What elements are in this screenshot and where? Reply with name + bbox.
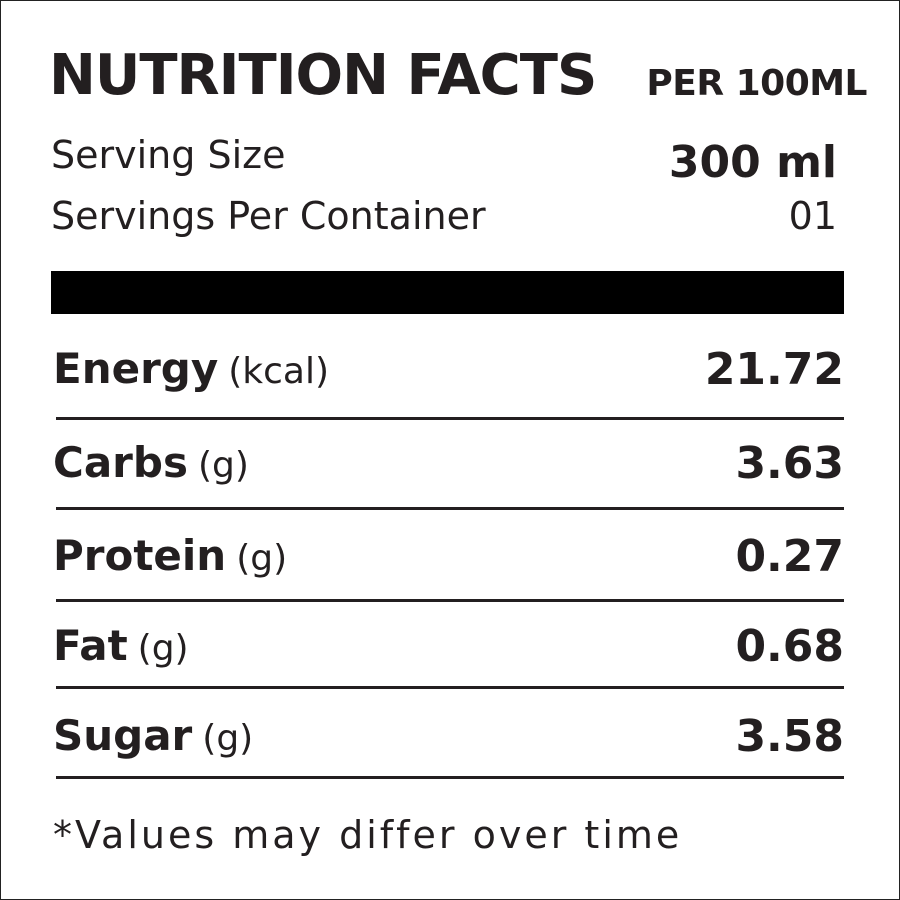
nutrient-row: Carbs (g) 3.63 — [53, 438, 844, 498]
row-rule — [56, 599, 844, 602]
nutrient-name: Protein — [53, 531, 227, 580]
divider-bar — [51, 271, 844, 314]
nutrient-row: Energy (kcal) 21.72 — [53, 344, 844, 404]
nutrient-row: Protein (g) 0.27 — [53, 531, 844, 591]
serving-label: Serving Size — [51, 133, 286, 177]
serving-label: Servings Per Container — [51, 194, 486, 238]
row-rule — [56, 417, 844, 420]
serving-value: 300 ml — [668, 137, 837, 188]
nutrient-value: 21.72 — [704, 344, 844, 395]
nutrient-name: Sugar — [53, 711, 193, 760]
row-rule — [56, 507, 844, 510]
serving-row: Serving Size 300 ml — [51, 133, 837, 188]
nutrient-unit: (g) — [202, 718, 254, 759]
nutrient-unit: (g) — [137, 628, 189, 669]
nutrient-name: Carbs — [53, 438, 188, 487]
row-rule — [56, 776, 844, 779]
nutrient-name: Energy — [53, 344, 219, 393]
nutrient-row: Sugar (g) 3.58 — [53, 711, 844, 771]
nutrient-unit: (kcal) — [228, 351, 330, 392]
nutrient-value: 3.58 — [735, 711, 844, 762]
footnote: *Values may differ over time — [53, 813, 683, 857]
serving-value: 01 — [788, 194, 837, 238]
nutrient-unit: (g) — [236, 538, 288, 579]
nutrient-value: 0.27 — [735, 531, 844, 582]
serving-row: Servings Per Container 01 — [51, 194, 837, 244]
nutrient-value: 3.63 — [735, 438, 844, 489]
subtitle: PER 100ML — [646, 63, 867, 104]
row-rule — [56, 686, 844, 689]
nutrient-row: Fat (g) 0.68 — [53, 621, 844, 681]
title: NUTRITION FACTS — [49, 43, 597, 108]
nutrient-name: Fat — [53, 621, 128, 670]
nutrient-unit: (g) — [197, 445, 249, 486]
nutrient-value: 0.68 — [735, 621, 844, 672]
